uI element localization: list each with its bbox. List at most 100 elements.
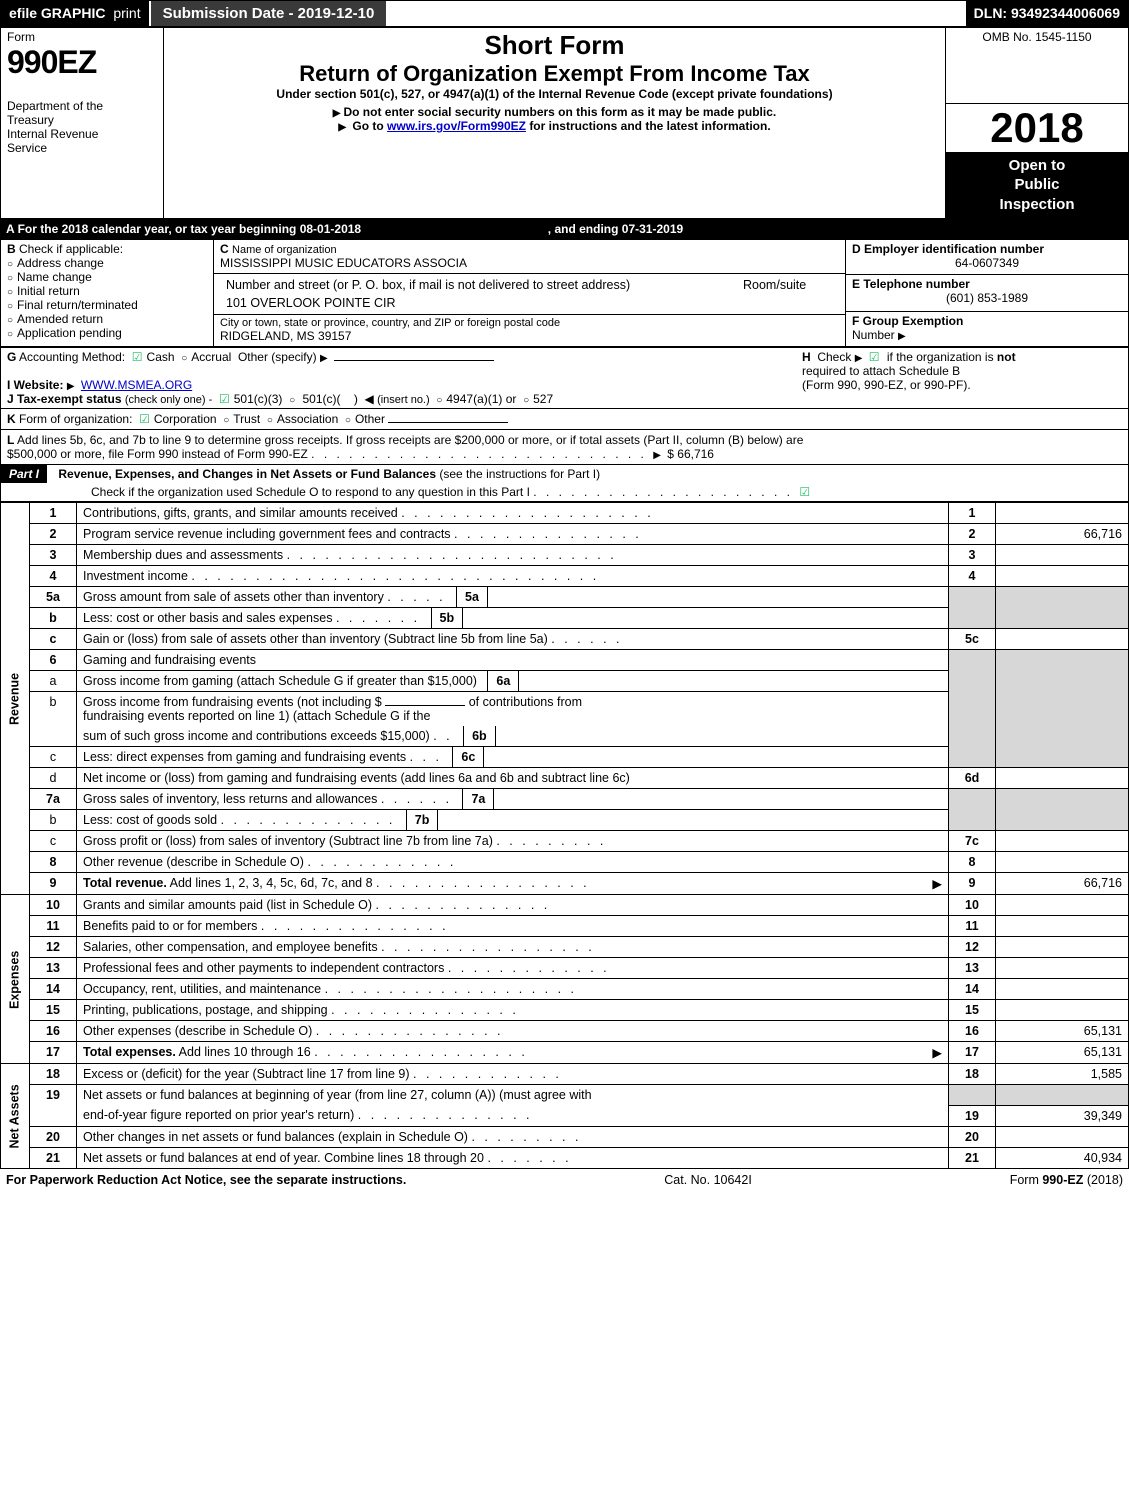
- line-h-text2: required to attach Schedule B: [802, 364, 960, 378]
- line-num: 10: [30, 895, 77, 916]
- check-initial-return[interactable]: Initial return: [7, 284, 207, 298]
- check-schedule-o[interactable]: [799, 485, 814, 499]
- check-name-change[interactable]: Name change: [7, 270, 207, 284]
- line-text: Total revenue. Add lines 1, 2, 3, 4, 5c,…: [77, 873, 949, 895]
- form-word: Form: [7, 30, 157, 44]
- website-link[interactable]: WWW.MSMEA.ORG: [81, 378, 192, 392]
- dots: . . . . . . . . .: [496, 834, 606, 848]
- line-amt: [996, 852, 1129, 873]
- check-application-pending[interactable]: Application pending: [7, 326, 207, 340]
- line-rnum: 16: [949, 1021, 996, 1042]
- dots: . . . . . . . . . . . . . . .: [454, 527, 642, 541]
- line-a-prefix: For the 2018 calendar year, or tax year …: [18, 222, 300, 236]
- line-amt: [996, 566, 1129, 587]
- line-text: Other changes in net assets or fund bala…: [77, 1126, 949, 1147]
- check-501c3[interactable]: 501(c)(3): [219, 392, 282, 406]
- line-num: 14: [30, 979, 77, 1000]
- check-final-return[interactable]: Final return/terminated: [7, 298, 207, 312]
- other-org-input[interactable]: [388, 422, 508, 423]
- part1-table: Revenue 1 Contributions, gifts, grants, …: [0, 502, 1129, 1169]
- l6c-text: Less: direct expenses from gaming and fu…: [83, 750, 406, 764]
- line-text: end-of-year figure reported on prior yea…: [77, 1105, 949, 1126]
- l2-text: Program service revenue including govern…: [83, 527, 451, 541]
- line-l-label: L: [7, 433, 14, 447]
- efile-link[interactable]: efile GRAPHIC print: [1, 1, 149, 26]
- line-num: 19: [30, 1085, 77, 1127]
- room-value: [737, 294, 839, 312]
- line-k-label: K: [7, 412, 16, 426]
- line-text: Gain or (loss) from sale of assets other…: [77, 629, 949, 650]
- contrib-input[interactable]: [385, 705, 465, 706]
- check-association[interactable]: Association: [267, 412, 338, 426]
- line-text: Program service revenue including govern…: [77, 524, 949, 545]
- line-rnum: 20: [949, 1126, 996, 1147]
- check-accrual[interactable]: Accrual: [181, 350, 231, 364]
- check-amended-return[interactable]: Amended return: [7, 312, 207, 326]
- line-num: 1: [30, 503, 77, 524]
- box-b-title: Check if applicable:: [19, 242, 123, 256]
- line-amt: 40,934: [996, 1147, 1129, 1168]
- goto-notice: Go to www.irs.gov/Form990EZ for instruct…: [170, 119, 939, 133]
- l18-text: Excess or (deficit) for the year (Subtra…: [83, 1067, 410, 1081]
- shade-cell: [949, 587, 996, 629]
- line-num: d: [30, 768, 77, 789]
- line-text: Less: direct expenses from gaming and fu…: [77, 747, 949, 768]
- l12-text: Salaries, other compensation, and employ…: [83, 940, 378, 954]
- arrow-icon: [855, 350, 866, 364]
- irs-link[interactable]: www.irs.gov/Form990EZ: [387, 119, 526, 133]
- omb-number: OMB No. 1545-1150: [946, 28, 1129, 104]
- dots: . . . . . . . . . . . . . . . . . . . . …: [533, 485, 799, 499]
- check-schedule-b[interactable]: [869, 350, 884, 364]
- shade-cell: [996, 789, 1129, 831]
- arrow-icon: [320, 350, 331, 364]
- footer-right-prefix: Form: [1010, 1173, 1043, 1187]
- l6b-text4: sum of such gross income and contributio…: [83, 729, 430, 743]
- line-rnum: 2: [949, 524, 996, 545]
- check-527[interactable]: 527: [523, 392, 553, 406]
- line-rnum: 1: [949, 503, 996, 524]
- line-num: 11: [30, 916, 77, 937]
- dots: . . . . . . . . . . . . . . .: [316, 1024, 504, 1038]
- check-cash[interactable]: Cash: [132, 350, 175, 364]
- check-501c[interactable]: 501(c)( ): [289, 392, 361, 406]
- box-c-name-label: Name of organization: [232, 244, 337, 256]
- line-h-prefix: Check: [817, 350, 854, 364]
- line-amt: 65,131: [996, 1021, 1129, 1042]
- l21-text: Net assets or fund balances at end of ye…: [83, 1151, 484, 1165]
- dots: . . . . . . . . . . . . . .: [358, 1108, 533, 1122]
- check-corporation[interactable]: Corporation: [139, 412, 216, 426]
- arrow-icon: [898, 328, 909, 342]
- footer-form: 990-EZ: [1042, 1173, 1083, 1187]
- entity-info: B Check if applicable: Address change Na…: [0, 239, 1129, 347]
- line-amt: 39,349: [996, 1105, 1129, 1126]
- line-text: Investment income . . . . . . . . . . . …: [77, 566, 949, 587]
- top-bar: efile GRAPHIC print Submission Date - 20…: [0, 0, 1129, 27]
- line-text: sum of such gross income and contributio…: [77, 726, 949, 747]
- line-k: K Form of organization: Corporation Trus…: [0, 409, 1129, 430]
- goto-suffix: for instructions and the latest informat…: [529, 119, 770, 133]
- line-text: Occupancy, rent, utilities, and maintena…: [77, 979, 949, 1000]
- line-amt: 65,131: [996, 1042, 1129, 1064]
- line-rnum: 6d: [949, 768, 996, 789]
- line-text: Less: cost or other basis and sales expe…: [77, 608, 949, 629]
- shade-cell: [949, 1085, 996, 1106]
- line-amt: [996, 979, 1129, 1000]
- l7b-text: Less: cost of goods sold: [83, 813, 217, 827]
- l7a-text: Gross sales of inventory, less returns a…: [83, 792, 377, 806]
- line-amt: [996, 895, 1129, 916]
- other-specify-input[interactable]: [334, 360, 494, 361]
- l6b-text3: fundraising events reported on line 1) (…: [83, 709, 430, 723]
- dots: . . . . . . . . . . . . . . .: [261, 919, 449, 933]
- 501c-prefix: 501(c)(: [302, 392, 340, 406]
- line-num: a: [30, 671, 77, 692]
- check-address-change[interactable]: Address change: [7, 256, 207, 270]
- check-4947[interactable]: 4947(a)(1) or: [436, 392, 516, 406]
- line-rnum: 18: [949, 1064, 996, 1085]
- part1-title-suffix: (see the instructions for Part I): [439, 467, 600, 481]
- line-text: Excess or (deficit) for the year (Subtra…: [77, 1064, 949, 1085]
- box-f-label2: Number: [852, 328, 895, 342]
- line-amt: [996, 629, 1129, 650]
- check-other-org[interactable]: Other: [345, 412, 385, 426]
- check-trust[interactable]: Trust: [223, 412, 260, 426]
- line-a-mid: , and ending: [548, 222, 622, 236]
